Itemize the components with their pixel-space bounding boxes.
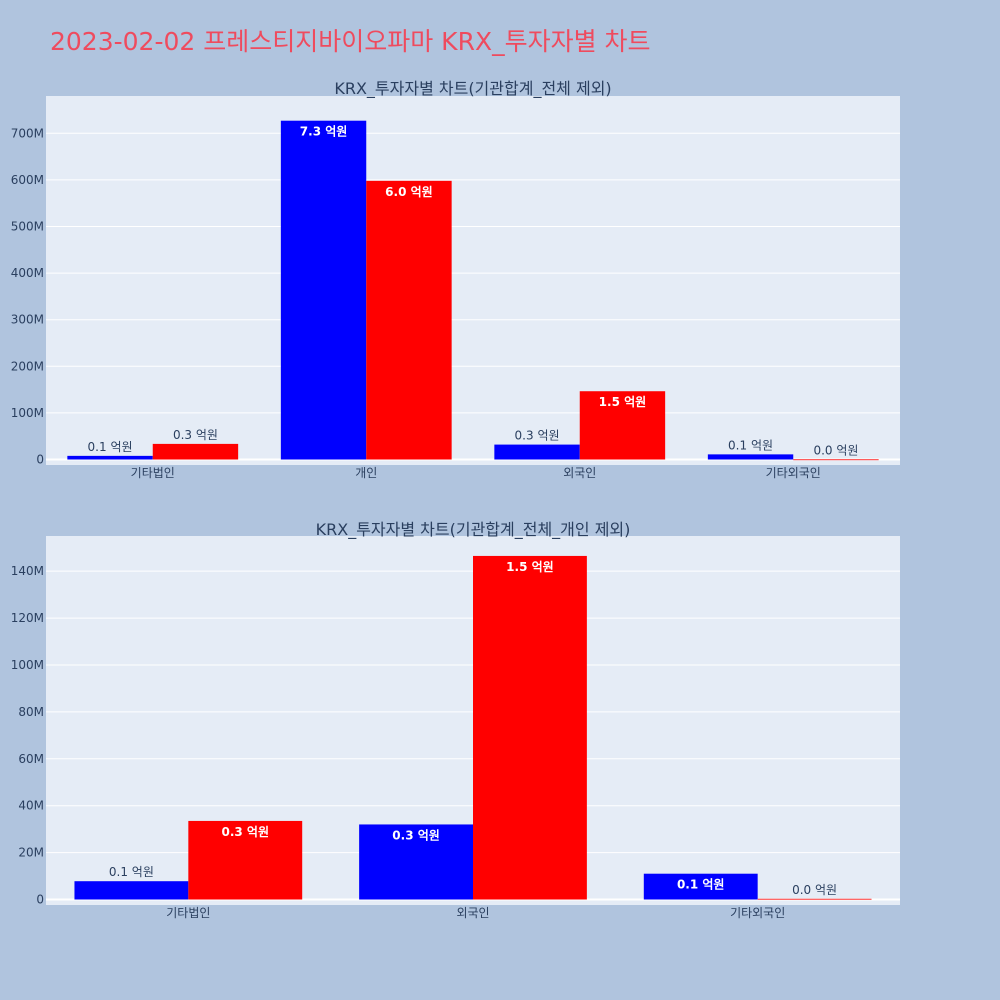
bar bbox=[359, 824, 473, 900]
y-tick-label: 300M bbox=[11, 313, 44, 327]
data-label: 0.0 억원 bbox=[813, 443, 858, 457]
bar bbox=[757, 898, 872, 900]
bar bbox=[280, 120, 367, 460]
y-tick-label: 600M bbox=[11, 173, 44, 187]
y-tick-label: 500M bbox=[11, 219, 44, 233]
bar bbox=[67, 455, 153, 460]
data-label: 0.0 억원 bbox=[792, 883, 837, 897]
data-label: 0.3 억원 bbox=[173, 428, 218, 442]
y-tick-label: 40M bbox=[18, 799, 44, 813]
y-tick-label: 100M bbox=[11, 406, 44, 420]
x-tick-label: 외국인 bbox=[456, 906, 489, 920]
bar bbox=[579, 391, 666, 460]
bar bbox=[74, 881, 189, 900]
bar bbox=[793, 459, 879, 461]
y-tick-label: 400M bbox=[11, 266, 44, 280]
x-tick-label: 기타외국인 bbox=[766, 466, 821, 480]
data-label: 6.0 억원 bbox=[385, 185, 433, 199]
x-tick-label: 기타법인 bbox=[166, 906, 210, 920]
x-tick-label: 외국인 bbox=[563, 466, 596, 480]
x-tick-label: 개인 bbox=[355, 466, 377, 480]
y-tick-label: 20M bbox=[18, 846, 44, 860]
subplot-title-2: KRX_투자자별 차트(기관합계_전체_개인 제외) bbox=[316, 520, 631, 540]
bar bbox=[366, 180, 452, 460]
bar bbox=[473, 555, 587, 900]
y-tick-label: 60M bbox=[18, 752, 44, 766]
plot-area-1 bbox=[46, 96, 900, 465]
y-tick-label: 80M bbox=[18, 705, 44, 719]
bar bbox=[643, 873, 758, 900]
subplot-title-1: KRX_투자자별 차트(기관합계_전체 제외) bbox=[334, 79, 611, 99]
data-label: 0.1 억원 bbox=[88, 440, 133, 454]
y-tick-label: 120M bbox=[11, 611, 44, 625]
bar bbox=[707, 454, 794, 460]
data-label: 0.3 억원 bbox=[515, 429, 560, 443]
data-label: 1.5 억원 bbox=[599, 395, 647, 409]
data-label: 0.1 억원 bbox=[728, 438, 773, 452]
page-title: 2023-02-02 프레스티지바이오파마 KRX_투자자별 차트 bbox=[50, 27, 651, 56]
data-label: 0.3 억원 bbox=[392, 828, 440, 842]
data-label: 0.1 억원 bbox=[109, 865, 154, 879]
y-tick-label: 100M bbox=[11, 658, 44, 672]
x-tick-label: 기타외국인 bbox=[730, 906, 785, 920]
bar bbox=[494, 444, 580, 460]
data-label: 0.3 억원 bbox=[222, 825, 270, 839]
y-tick-label: 700M bbox=[11, 126, 44, 140]
data-label: 7.3 억원 bbox=[300, 125, 348, 139]
bar bbox=[152, 443, 239, 460]
data-label: 1.5 억원 bbox=[506, 560, 554, 574]
y-tick-label: 140M bbox=[11, 564, 44, 578]
y-tick-label: 0 bbox=[36, 453, 44, 467]
data-label: 0.1 억원 bbox=[677, 878, 725, 892]
y-tick-label: 200M bbox=[11, 359, 44, 373]
y-tick-label: 0 bbox=[36, 893, 44, 907]
bar bbox=[188, 820, 303, 900]
x-tick-label: 기타법인 bbox=[131, 466, 175, 480]
